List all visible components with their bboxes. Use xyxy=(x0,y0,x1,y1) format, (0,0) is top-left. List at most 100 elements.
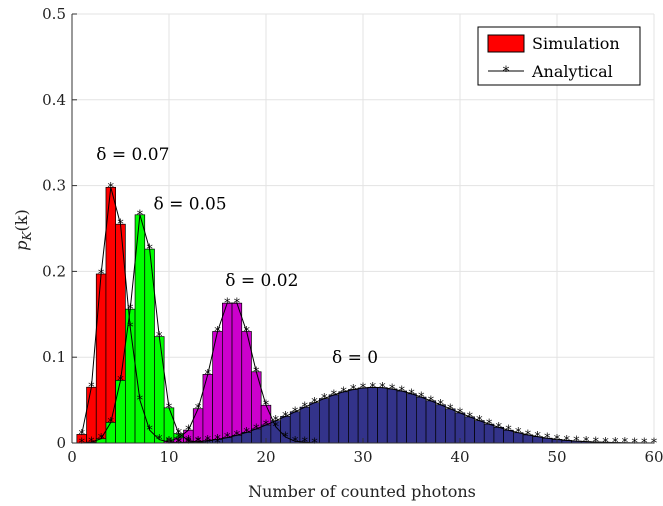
analytical-point-3: * xyxy=(496,421,503,436)
analytical-point-1: * xyxy=(214,437,221,452)
x-tick-label: 10 xyxy=(159,448,178,466)
analytical-point-2: * xyxy=(175,431,182,446)
y-axis-label-main: p xyxy=(12,240,31,250)
delta-annotation: δ = 0.05 xyxy=(153,195,226,215)
y-axis-label-sub: K xyxy=(20,230,34,241)
analytical-line-3 xyxy=(168,386,655,444)
y-tick-label: 0.5 xyxy=(42,5,66,23)
analytical-point-3: * xyxy=(263,418,270,433)
analytical-line-2 xyxy=(168,302,315,444)
legend: Simulation * Analytical xyxy=(477,26,641,86)
analytical-point-3: * xyxy=(340,385,347,400)
bar-series-1 xyxy=(154,336,165,444)
delta-annotation: δ = 0 xyxy=(332,348,378,368)
analytical-point-2: * xyxy=(234,297,241,312)
y-axis-label: pK(k) xyxy=(12,209,34,250)
analytical-point-2: * xyxy=(311,437,318,452)
analytical-point-0: * xyxy=(117,218,124,233)
analytical-point-3: * xyxy=(369,381,376,396)
analytical-point-0: * xyxy=(98,267,105,282)
analytical-point-3: * xyxy=(457,406,464,421)
bar-series-1 xyxy=(115,380,126,444)
y-tick-label: 0.2 xyxy=(42,262,66,280)
analytical-point-1: * xyxy=(108,416,115,431)
analytical-point-3: * xyxy=(243,426,250,441)
analytical-point-1: * xyxy=(78,437,85,452)
analytical-point-3: * xyxy=(253,422,260,437)
axes xyxy=(71,13,655,444)
analytical-point-2: * xyxy=(243,325,250,340)
analytical-point-0: * xyxy=(137,394,144,409)
analytical-point-3: * xyxy=(214,433,221,448)
analytical-point-1: * xyxy=(117,374,124,389)
analytical-point-0: * xyxy=(156,433,163,448)
analytical-point-1: * xyxy=(156,330,163,345)
legend-simulation-swatch xyxy=(487,34,525,53)
analytical-point-3: * xyxy=(302,401,309,416)
analytical-point-3: * xyxy=(476,414,483,429)
analytical-point-0: * xyxy=(78,428,85,443)
analytical-point-3: * xyxy=(641,436,648,451)
analytical-point-3: * xyxy=(360,381,367,396)
analytical-point-3: * xyxy=(428,394,435,409)
analytical-point-3: * xyxy=(486,418,493,433)
analytical-point-1: * xyxy=(185,434,192,449)
bar-series-0 xyxy=(95,273,107,444)
y-tick-label: 0.4 xyxy=(42,91,66,109)
analytical-point-2: * xyxy=(253,365,260,380)
analytical-point-3: * xyxy=(544,432,551,447)
analytical-point-3: * xyxy=(573,435,580,450)
analytical-point-1: * xyxy=(166,401,173,416)
analytical-point-0: * xyxy=(146,424,153,439)
legend-simulation-label: Simulation xyxy=(532,34,620,53)
bar-series-0 xyxy=(105,186,116,444)
delta-annotation: δ = 0.07 xyxy=(96,145,169,165)
analytical-point-2: * xyxy=(292,435,299,450)
analytical-point-0: * xyxy=(88,381,95,396)
analytical-point-3: * xyxy=(525,428,532,443)
legend-analytical-marker: * xyxy=(503,64,510,80)
analytical-point-3: * xyxy=(282,410,289,425)
analytical-point-1: * xyxy=(205,437,212,452)
analytical-point-3: * xyxy=(224,431,231,446)
bar-series-2 xyxy=(231,302,243,444)
analytical-point-3: * xyxy=(534,430,541,445)
x-tick-label: 60 xyxy=(644,448,663,466)
analytical-point-1: * xyxy=(146,243,153,258)
x-tick-label: 30 xyxy=(353,448,372,466)
analytical-point-0: * xyxy=(108,181,115,196)
x-tick-label: 50 xyxy=(547,448,566,466)
tick-labels: 0 10 20 30 40 50 60 0 0.1 0.2 0.3 0.4 0.5 xyxy=(42,5,663,466)
analytical-point-3: * xyxy=(205,434,212,449)
analytical-point-2: * xyxy=(282,430,289,445)
analytical-point-3: * xyxy=(331,388,338,403)
analytical-point-3: * xyxy=(437,398,444,413)
analytical-point-1: * xyxy=(137,208,144,223)
analytical-point-3: * xyxy=(311,396,318,411)
x-tick-label: 0 xyxy=(67,448,77,466)
analytical-point-3: * xyxy=(505,424,512,439)
legend-analytical-label: Analytical xyxy=(531,62,613,81)
analytical-point-3: * xyxy=(563,434,570,449)
analytical-point-3: * xyxy=(350,383,357,398)
analytical-point-2: * xyxy=(185,424,192,439)
x-tick-label: 40 xyxy=(450,448,469,466)
analytical-point-0: * xyxy=(185,437,192,452)
analytical-point-3: * xyxy=(379,381,386,396)
analytical-point-2: * xyxy=(205,368,212,383)
analytical-point-3: * xyxy=(292,405,299,420)
analytical-point-3: * xyxy=(612,436,619,451)
delta-annotation: δ = 0.02 xyxy=(225,271,298,291)
analytical-point-3: * xyxy=(389,382,396,397)
y-tick-label: 0 xyxy=(56,434,66,452)
x-axis-label: Number of counted photons xyxy=(248,482,476,501)
analytical-point-3: * xyxy=(515,426,522,441)
analytical-point-2: * xyxy=(272,420,279,435)
analytical-point-2: * xyxy=(224,297,231,312)
y-tick-label: 0.1 xyxy=(42,348,66,366)
analytical-point-3: * xyxy=(399,385,406,400)
analytical-point-3: * xyxy=(272,414,279,429)
analytical-point-3: * xyxy=(466,410,473,425)
analytical-point-3: * xyxy=(408,387,415,402)
